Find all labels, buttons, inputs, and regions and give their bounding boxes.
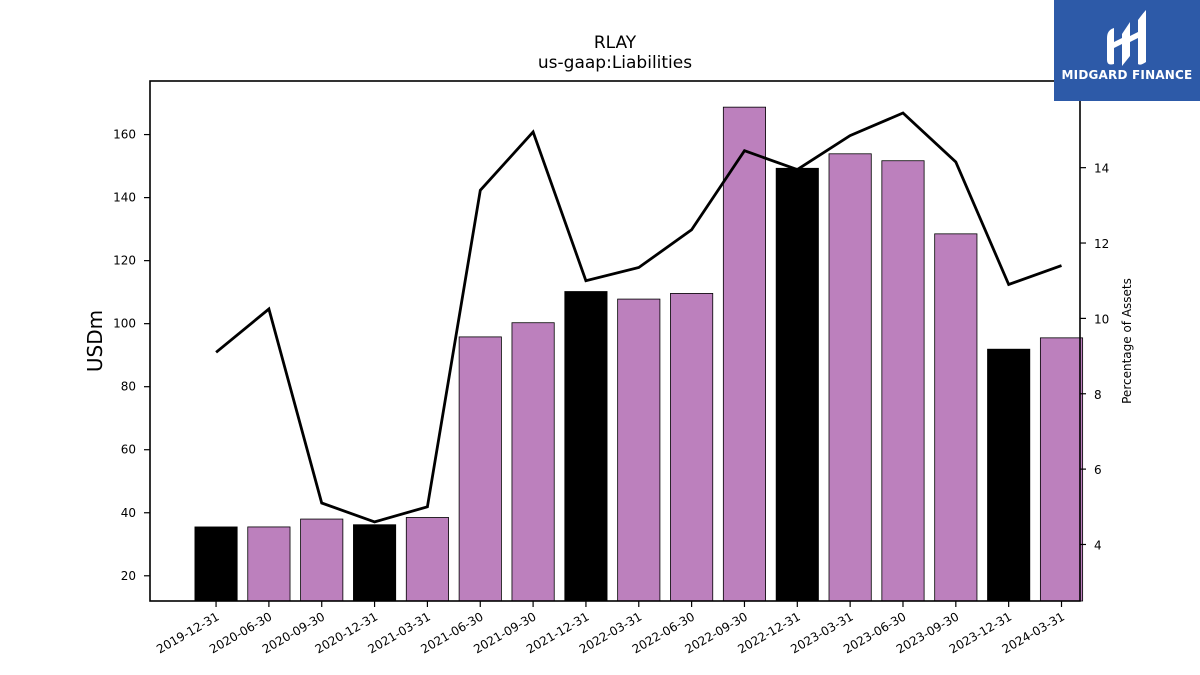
y-tick-label: 60 <box>121 443 136 457</box>
y-tick-label: 80 <box>121 380 136 394</box>
y-right-tick-label: 14 <box>1094 162 1109 176</box>
bar-2023-03-31 <box>828 153 872 602</box>
bar-2023-06-30 <box>881 160 925 602</box>
bar-2023-12-31 <box>987 348 1031 602</box>
bar-2020-06-30 <box>247 526 291 602</box>
y-tick-label: 100 <box>113 317 136 331</box>
chart-subtitle: us-gaap:Liabilities <box>538 53 692 73</box>
bar-2021-06-30 <box>458 336 502 602</box>
bar-2023-09-30 <box>934 233 978 602</box>
y-right-tick-label: 12 <box>1094 237 1109 251</box>
bar-2024-03-31 <box>1039 337 1084 602</box>
y-right-tick-label: 8 <box>1094 388 1102 402</box>
y-tick-label: 40 <box>121 506 136 520</box>
y-tick-label: 120 <box>113 254 136 268</box>
bar-2021-09-30 <box>511 322 555 602</box>
y-tick-label: 20 <box>121 569 136 583</box>
y-tick-label: 140 <box>113 191 136 205</box>
bar-2021-12-31 <box>564 291 608 602</box>
bar-2022-09-30 <box>722 106 766 602</box>
y-right-tick-label: 6 <box>1094 463 1102 477</box>
bar-2022-12-31 <box>775 167 819 602</box>
bar-2021-03-31 <box>405 517 449 602</box>
bar-2020-12-31 <box>353 524 397 602</box>
logo-text: MIDGARD FINANCE <box>1061 68 1193 82</box>
y-right-tick-label: 4 <box>1094 538 1102 552</box>
bar-2022-03-31 <box>617 298 661 602</box>
bar-2019-12-31 <box>194 526 238 602</box>
y-axis-label: USDm <box>83 310 107 372</box>
midgard-logo-icon <box>1107 10 1146 66</box>
percentage-line <box>215 111 1062 524</box>
y-axis-right-label: Percentage of Assets <box>1120 278 1134 404</box>
bar-2022-06-30 <box>670 293 714 602</box>
bar-2020-09-30 <box>300 518 344 602</box>
line-series <box>215 111 1062 524</box>
chart-title: RLAY <box>594 33 637 53</box>
y-tick-label: 160 <box>113 128 136 142</box>
y-right-tick-label: 10 <box>1094 312 1109 326</box>
plot-frame <box>149 80 1081 602</box>
bar-series <box>194 106 1084 602</box>
logo: MIDGARD FINANCE <box>1054 0 1200 101</box>
